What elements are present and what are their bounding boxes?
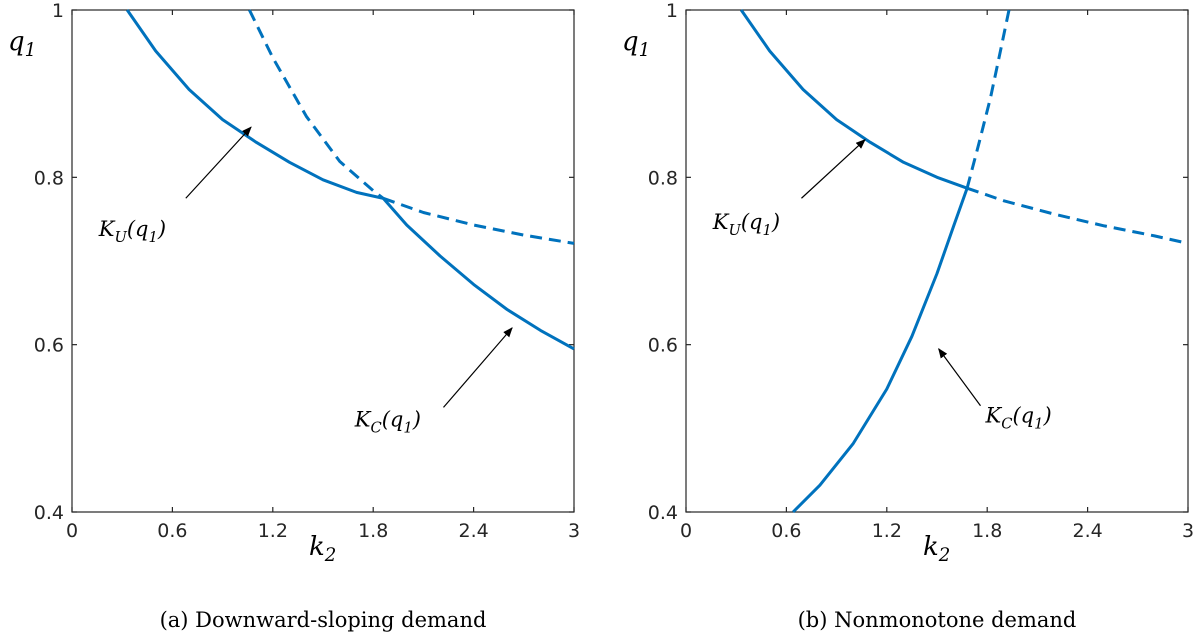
annotation-label-u: KU(q1) bbox=[712, 210, 780, 239]
x-tick-label: 0 bbox=[680, 520, 692, 542]
panel-caption: (a) Downward-sloping demand bbox=[160, 608, 487, 632]
annotation-label-c: KC(q1) bbox=[354, 408, 421, 437]
x-tick-label: 2.4 bbox=[1072, 520, 1102, 542]
plot-frame bbox=[685, 9, 1189, 513]
series-line-kc-dashed bbox=[248, 9, 385, 200]
x-tick-label: 1.8 bbox=[972, 520, 1002, 542]
x-tick-label: 2.4 bbox=[458, 520, 488, 542]
x-tick-label: 0 bbox=[66, 520, 78, 542]
panel-caption: (b) Nonmonotone demand bbox=[798, 608, 1077, 632]
annotation-arrow bbox=[938, 348, 981, 407]
y-tick-label: 0.8 bbox=[648, 167, 678, 189]
y-axis-label: q1 bbox=[8, 27, 36, 61]
annotation-arrow bbox=[185, 126, 252, 199]
x-axis-label: k2 bbox=[923, 532, 950, 566]
series-line-ku-dashed bbox=[382, 196, 575, 245]
x-tick-label: 0.6 bbox=[157, 520, 187, 542]
annotation-label-u: KU(q1) bbox=[98, 217, 166, 246]
series-line-kc-solid bbox=[382, 197, 575, 351]
y-tick-label: 0.4 bbox=[648, 502, 678, 524]
annotation-label-c: KC(q1) bbox=[985, 403, 1052, 432]
annotation-arrow bbox=[801, 139, 866, 199]
y-tick-label: 0.6 bbox=[648, 335, 678, 357]
series-line-ku-solid bbox=[125, 9, 384, 200]
y-tick-label: 1 bbox=[52, 0, 64, 22]
x-tick-label: 3 bbox=[1182, 520, 1194, 542]
y-tick-label: 0.6 bbox=[34, 335, 64, 357]
chart-panel-a: 0 0.6 1.2 1.8 2.4 3 0.4 0.6 0.8 1 k2 q1 KU(q1) KC(q1)… bbox=[8, 0, 580, 632]
y-tick-label: 0.4 bbox=[34, 502, 64, 524]
chart-panel-b: 0 0.6 1.2 1.8 2.4 3 0.4 0.6 0.8 1 k2 q1 KU(q1) KC(q1)… bbox=[622, 0, 1194, 632]
x-tick-label: 1.2 bbox=[872, 520, 902, 542]
plot-frame bbox=[71, 9, 575, 513]
annotation-arrow bbox=[443, 327, 513, 408]
x-tick-label: 3 bbox=[568, 520, 580, 542]
series-line-ku-solid bbox=[739, 9, 968, 190]
x-axis-label: k2 bbox=[309, 532, 336, 566]
x-tick-label: 1.8 bbox=[358, 520, 388, 542]
series-line-kc-dashed bbox=[965, 9, 1011, 189]
series-line-kc-solid bbox=[792, 187, 969, 514]
y-axis-label: q1 bbox=[622, 27, 650, 61]
x-tick-label: 1.2 bbox=[258, 520, 288, 542]
y-tick-label: 1 bbox=[666, 0, 678, 22]
x-tick-label: 0.6 bbox=[771, 520, 801, 542]
y-tick-label: 0.8 bbox=[34, 167, 64, 189]
series-line-ku-dashed bbox=[966, 186, 1189, 245]
